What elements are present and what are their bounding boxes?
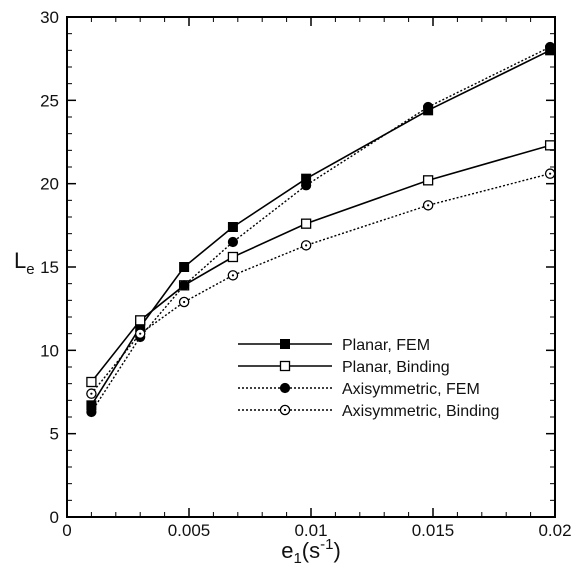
data-point — [227, 236, 239, 248]
x-tick-label: 0.01 — [294, 521, 327, 540]
legend-marker — [279, 382, 291, 394]
data-point — [134, 328, 146, 339]
y-tick-label: 5 — [50, 425, 59, 444]
y-tick-label: 15 — [40, 258, 59, 277]
series-4 — [86, 168, 556, 399]
data-point-center — [183, 300, 186, 304]
y-axis-title-sub: e — [26, 261, 34, 278]
data-point — [86, 388, 97, 399]
data-point-center — [231, 274, 235, 277]
legend-label: Axisymmetric, FEM — [342, 381, 480, 398]
data-point — [179, 280, 190, 291]
series-layer — [86, 41, 556, 418]
data-point-center — [427, 204, 430, 207]
legend-entry: Planar, Binding — [238, 359, 450, 376]
series-1 — [86, 45, 556, 411]
data-point-center — [90, 392, 93, 395]
x-tick-label: 0.02 — [538, 521, 571, 540]
x-axis-title-unit-sup: -1 — [320, 536, 333, 553]
legend-entry: Axisymmetric, Binding — [238, 403, 499, 420]
legend-entry: Planar, FEM — [238, 337, 430, 354]
data-point-center — [305, 244, 308, 247]
series-2 — [86, 140, 556, 388]
data-point-center — [139, 332, 142, 335]
data-point — [301, 180, 312, 191]
data-point — [227, 251, 239, 263]
legend-entry: Axisymmetric, FEM — [238, 381, 480, 398]
y-axis-title-main: L — [14, 248, 26, 273]
y-tick-label: 20 — [40, 175, 59, 194]
plot-frame — [66, 16, 556, 518]
series-line — [90, 172, 551, 395]
data-point — [423, 101, 434, 113]
legend-label: Planar, Binding — [342, 359, 450, 376]
data-point — [179, 262, 190, 272]
axis-ticks — [66, 16, 556, 518]
y-axis-title: Le — [14, 248, 35, 278]
legend-label: Axisymmetric, Binding — [342, 403, 499, 420]
x-axis-title-main: e — [281, 538, 293, 563]
series-line — [90, 49, 551, 406]
series-line — [90, 46, 551, 413]
legend-marker — [279, 360, 291, 372]
data-point — [227, 270, 239, 281]
x-tick-label: 0 — [62, 521, 71, 540]
data-point — [300, 218, 312, 229]
data-point — [86, 406, 97, 418]
data-point — [135, 315, 146, 326]
x-tick-label: 0.005 — [168, 521, 211, 540]
legend-marker — [279, 404, 291, 416]
axis-tick-labels: 0 0.005 0.01 0.015 0.02 0 5 10 15 20 25 30 — [40, 8, 571, 540]
legend-marker-center — [283, 408, 287, 412]
data-point — [545, 41, 556, 53]
data-point — [86, 376, 97, 388]
legend-marker — [280, 339, 290, 349]
y-tick-label: 10 — [40, 341, 59, 360]
y-tick-label: 0 — [50, 508, 59, 527]
x-axis-title-unit: (s — [302, 538, 320, 563]
legend-label: Planar, FEM — [342, 337, 430, 354]
x-tick-label: 0.015 — [412, 521, 455, 540]
data-point-center — [549, 172, 552, 175]
data-point — [178, 296, 190, 308]
data-point — [422, 175, 434, 186]
x-axis-title-sub: 1 — [293, 550, 301, 567]
y-tick-label: 25 — [40, 91, 59, 110]
data-point — [544, 140, 556, 151]
series-line — [90, 144, 551, 383]
x-axis-title-unit-close: ) — [333, 538, 340, 563]
x-axis-title: e1(s-1) — [281, 536, 341, 567]
y-tick-label: 30 — [40, 8, 59, 27]
data-point — [422, 200, 434, 211]
data-point — [227, 222, 238, 232]
legend: Planar, FEM Planar, Binding Axisymmetric, … — [238, 337, 499, 420]
data-point — [544, 168, 556, 179]
series-3 — [86, 41, 556, 418]
data-point — [300, 240, 312, 251]
